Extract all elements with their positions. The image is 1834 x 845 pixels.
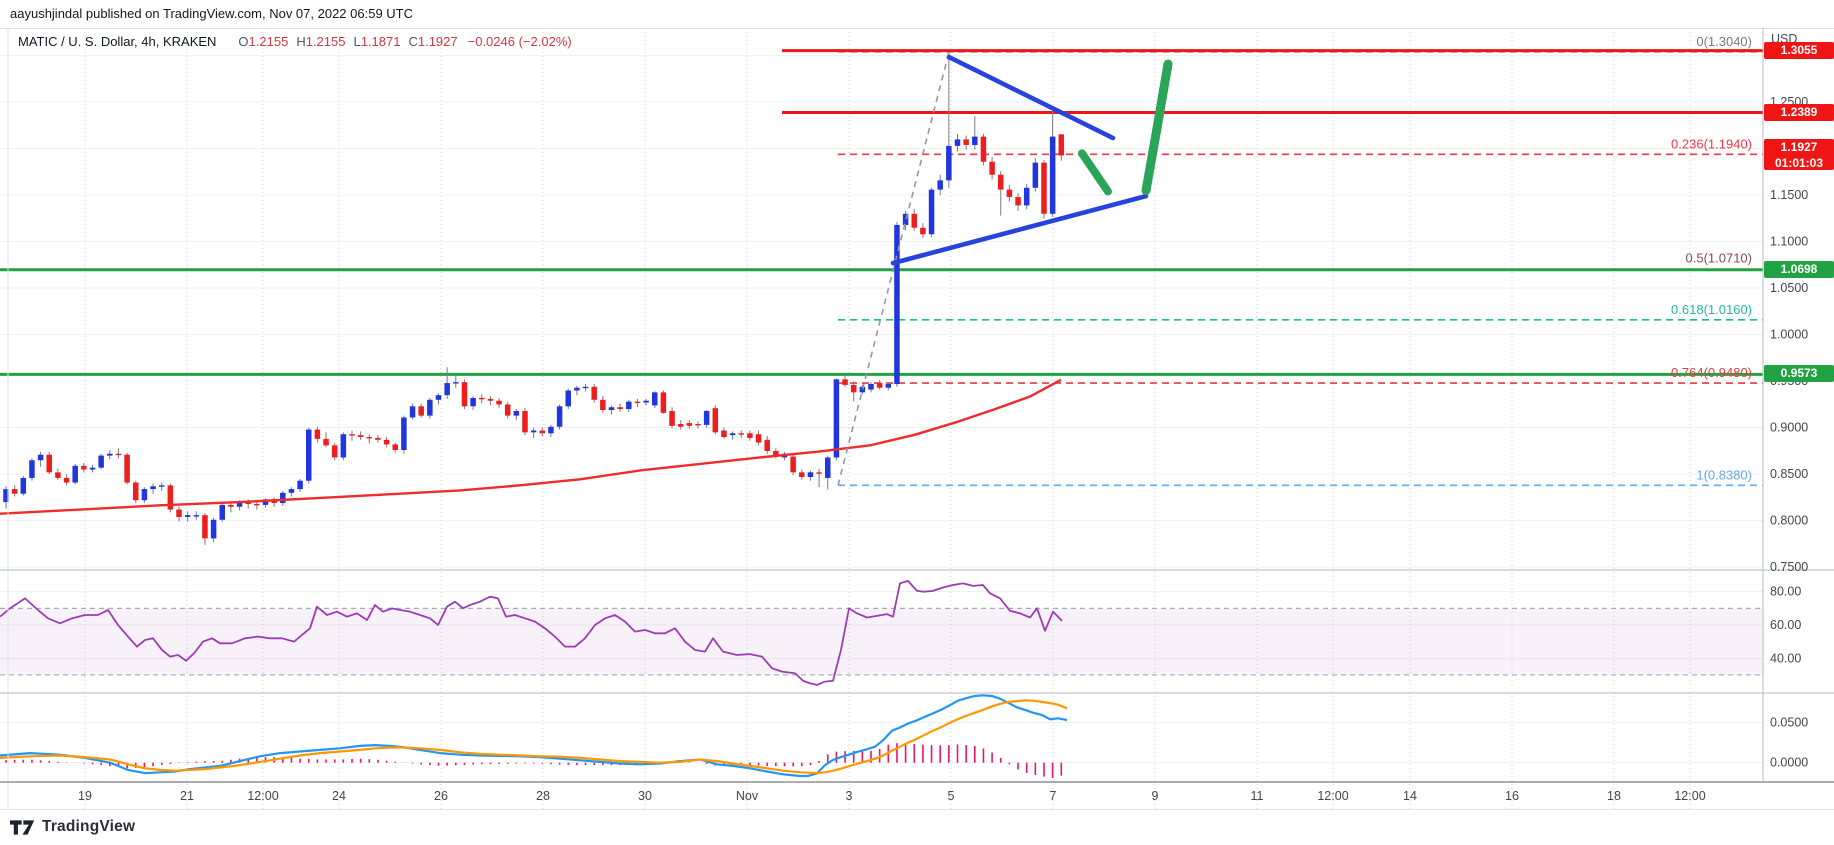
svg-text:1.1500: 1.1500 bbox=[1770, 188, 1808, 202]
svg-text:0.5(1.0710): 0.5(1.0710) bbox=[1686, 251, 1753, 266]
price-tag-1.0698: 1.0698 bbox=[1764, 260, 1834, 278]
svg-text:26: 26 bbox=[434, 789, 448, 803]
svg-text:7: 7 bbox=[1050, 789, 1057, 803]
symbol-info-bar: MATIC / U. S. Dollar, 4h, KRAKEN O1.2155 H… bbox=[18, 34, 572, 49]
svg-text:19: 19 bbox=[78, 789, 92, 803]
svg-text:40.00: 40.00 bbox=[1770, 651, 1801, 665]
svg-text:0.618(1.0160): 0.618(1.0160) bbox=[1671, 302, 1752, 317]
chart-canvas[interactable]: 1.25001.20001.15001.10001.05001.00000.95… bbox=[0, 28, 1834, 810]
svg-text:1(0.8380): 1(0.8380) bbox=[1696, 467, 1752, 482]
svg-text:24: 24 bbox=[332, 789, 346, 803]
price-tag-0.9573: 0.9573 bbox=[1764, 365, 1834, 383]
open-value: 1.2155 bbox=[248, 34, 289, 49]
svg-text:12:00: 12:00 bbox=[1674, 789, 1705, 803]
high-value: 1.2155 bbox=[305, 34, 346, 49]
svg-text:28: 28 bbox=[536, 789, 550, 803]
chart-widget: 1.25001.20001.15001.10001.05001.00000.95… bbox=[0, 28, 1834, 810]
svg-text:0.7500: 0.7500 bbox=[1770, 560, 1808, 574]
svg-text:60.00: 60.00 bbox=[1770, 618, 1801, 632]
svg-text:18: 18 bbox=[1607, 789, 1621, 803]
price-change: −0.0246 (−2.02%) bbox=[467, 34, 572, 49]
price-tag-1.1927: 1.1927 01:01:03 bbox=[1764, 139, 1834, 171]
svg-text:30: 30 bbox=[638, 789, 652, 803]
svg-text:0.236(1.1940): 0.236(1.1940) bbox=[1671, 136, 1752, 151]
svg-text:1.1000: 1.1000 bbox=[1770, 235, 1808, 249]
svg-text:1.0500: 1.0500 bbox=[1770, 281, 1808, 295]
close-value: 1.1927 bbox=[417, 34, 458, 49]
svg-text:80.00: 80.00 bbox=[1770, 585, 1801, 599]
close-label: C bbox=[408, 34, 418, 49]
svg-text:3: 3 bbox=[846, 789, 853, 803]
svg-text:21: 21 bbox=[180, 789, 194, 803]
svg-text:0.0500: 0.0500 bbox=[1770, 716, 1808, 730]
svg-text:0(1.3040): 0(1.3040) bbox=[1696, 34, 1752, 49]
price-tag-1.3055: 1.3055 bbox=[1764, 41, 1834, 59]
tradingview-brand-text: TradingView bbox=[42, 818, 136, 835]
svg-text:0.8000: 0.8000 bbox=[1770, 514, 1808, 528]
price-tag-1.2389: 1.2389 bbox=[1764, 103, 1834, 121]
low-value: 1.1871 bbox=[360, 34, 401, 49]
svg-text:5: 5 bbox=[948, 789, 955, 803]
svg-text:1.0000: 1.0000 bbox=[1770, 328, 1808, 342]
symbol-title[interactable]: MATIC / U. S. Dollar, 4h, KRAKEN bbox=[18, 34, 217, 49]
tradingview-logo[interactable]: TradingView bbox=[10, 818, 135, 836]
svg-text:0.9000: 0.9000 bbox=[1770, 421, 1808, 435]
svg-text:12:00: 12:00 bbox=[247, 789, 278, 803]
svg-text:Nov: Nov bbox=[736, 789, 759, 803]
svg-text:0.764(0.9480): 0.764(0.9480) bbox=[1671, 365, 1752, 380]
svg-text:11: 11 bbox=[1251, 789, 1264, 803]
svg-text:0.0000: 0.0000 bbox=[1770, 756, 1808, 770]
svg-text:12:00: 12:00 bbox=[1317, 789, 1348, 803]
svg-text:14: 14 bbox=[1403, 789, 1417, 803]
countdown-timer: 01:01:03 bbox=[1774, 156, 1824, 171]
high-label: H bbox=[296, 34, 306, 49]
open-label: O bbox=[238, 34, 249, 49]
publish-attribution: aayushjindal published on TradingView.co… bbox=[10, 6, 414, 21]
svg-text:0.8500: 0.8500 bbox=[1770, 467, 1808, 481]
low-label: L bbox=[353, 34, 361, 49]
tradingview-icon bbox=[10, 819, 35, 835]
svg-text:16: 16 bbox=[1505, 789, 1519, 803]
svg-text:9: 9 bbox=[1152, 789, 1159, 803]
